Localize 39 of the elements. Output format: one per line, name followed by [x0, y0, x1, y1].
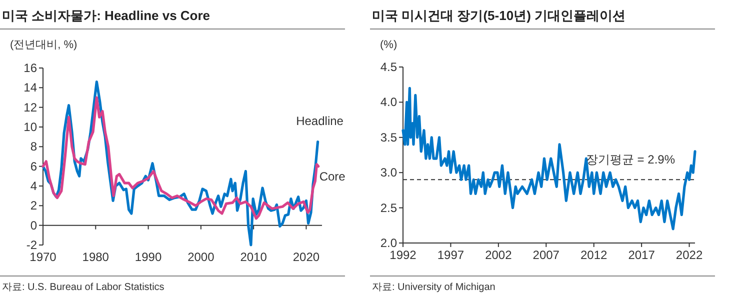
y-tick-label: 3.5	[380, 130, 398, 144]
ref-line-label: 장기평균 = 2.9%	[586, 152, 676, 167]
y-tick-label: 8	[30, 140, 38, 154]
x-tick-label: 2022	[676, 248, 703, 262]
x-tick-label: 2007	[532, 248, 560, 262]
y-axis-title: (전년대비, %)	[10, 39, 78, 51]
x-tick-label: 2000	[188, 250, 215, 264]
y-tick-label: 3.0	[380, 166, 398, 180]
chart-title: 미국 미시건대 장기(5-10년) 기대인플레이션	[372, 8, 626, 23]
line-series	[402, 86, 696, 230]
y-tick-label: 16	[24, 61, 38, 75]
y-tick-label: 2.5	[380, 200, 398, 215]
x-tick-label: 1992	[390, 248, 417, 262]
y-tick-label: 4.0	[380, 95, 398, 110]
y-tick-label: 2.0	[380, 236, 398, 250]
series-label: Headline	[296, 114, 344, 128]
y-tick-label: 6	[30, 159, 38, 174]
x-tick-label: 1997	[437, 248, 464, 262]
text: 자료: University of Michigan	[372, 282, 496, 293]
y-tick-label: 4.5	[380, 60, 398, 74]
x-tick-label: 1970	[30, 250, 57, 264]
text: 자료: U.S. Bureau of Labor Statistics	[2, 282, 164, 293]
x-tick-label: 1990	[134, 250, 162, 264]
x-tick-label: 2010	[240, 250, 268, 264]
y-tick-label: 0	[30, 218, 38, 232]
x-tick-label: 1980	[82, 250, 110, 264]
y-tick-label: 14	[24, 80, 38, 95]
series-label: Core	[319, 169, 346, 184]
x-tick-label: 2020	[292, 250, 320, 264]
y-tick-label: -2	[26, 238, 38, 252]
y-tick-label: 10	[24, 120, 38, 134]
x-tick-label: 2012	[580, 248, 608, 262]
y-tick-label: 2	[30, 198, 38, 213]
chart-title: 미국 소비자물가: Headline vs Core	[2, 8, 210, 23]
x-tick-label: 2017	[628, 248, 656, 262]
y-tick-label: 4	[30, 179, 38, 193]
y-tick-label: 12	[24, 100, 38, 114]
x-tick-label: 2002	[485, 248, 512, 262]
y-axis-title: (%)	[380, 39, 398, 51]
